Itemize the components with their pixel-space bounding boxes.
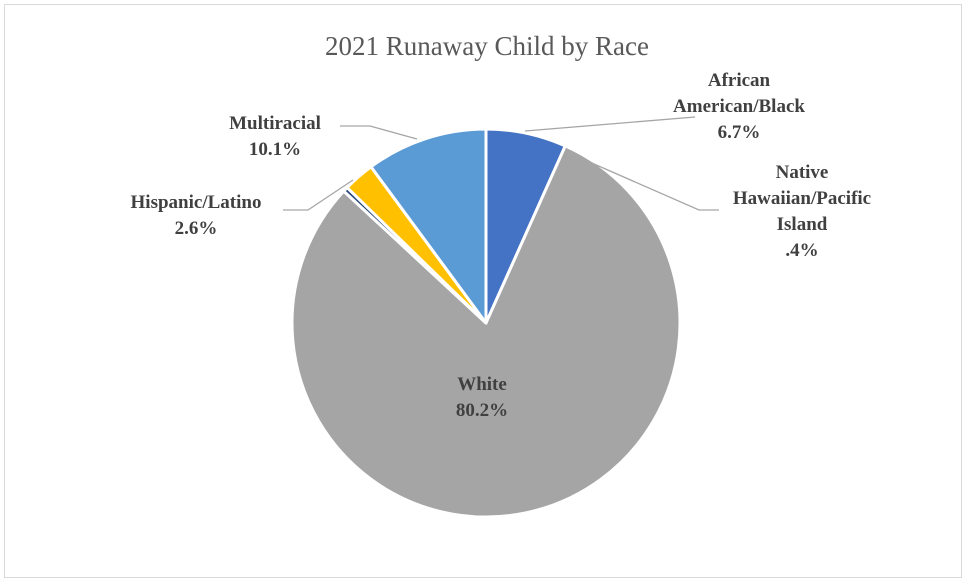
leader-line-african-american-black [524,116,696,132]
data-label-line: Island [777,214,828,235]
data-label-white: White 80.2% [456,374,508,421]
data-label-line: 10.1% [249,139,301,160]
pie-slice-multiracial [369,127,488,325]
pie-chart: 2021 Runaway Child by Race African Americ… [131,31,872,519]
data-label-line: Multiracial [229,113,321,134]
data-label-native-hawaiian-pacific-island: Native Hawaiian/Pacific Island .4% [733,162,871,261]
data-label-line: Hispanic/Latino [131,192,262,213]
data-label-line: 6.7% [718,122,761,143]
data-label-line: Hawaiian/Pacific [733,188,871,209]
leader-line-multiracial [340,125,418,140]
data-label-line: .4% [785,240,818,261]
data-label-line: White [457,374,507,395]
data-label-multiracial: Multiracial 10.1% [229,113,321,160]
data-label-line: 2.6% [175,218,218,239]
data-label-line: African [708,70,771,91]
chart-title: 2021 Runaway Child by Race [325,31,649,61]
pie-slices [290,127,682,519]
data-label-african-american-black: African American/Black 6.7% [673,70,805,143]
data-label-hispanic-latino: Hispanic/Latino 2.6% [131,192,262,239]
pie-slice-white [290,144,682,519]
data-label-line: Native [776,162,829,183]
chart-area: 2021 Runaway Child by Race African Americ… [4,4,962,578]
leader-line-hispanic-latino [283,179,354,211]
leader-line-native-hawaiian-pacific-island [568,152,719,211]
data-label-line: American/Black [673,96,805,117]
data-labels: African American/Black 6.7% White 80.2% Nativ… [131,70,872,421]
leader-lines [283,116,719,211]
data-label-line: 80.2% [456,400,508,421]
